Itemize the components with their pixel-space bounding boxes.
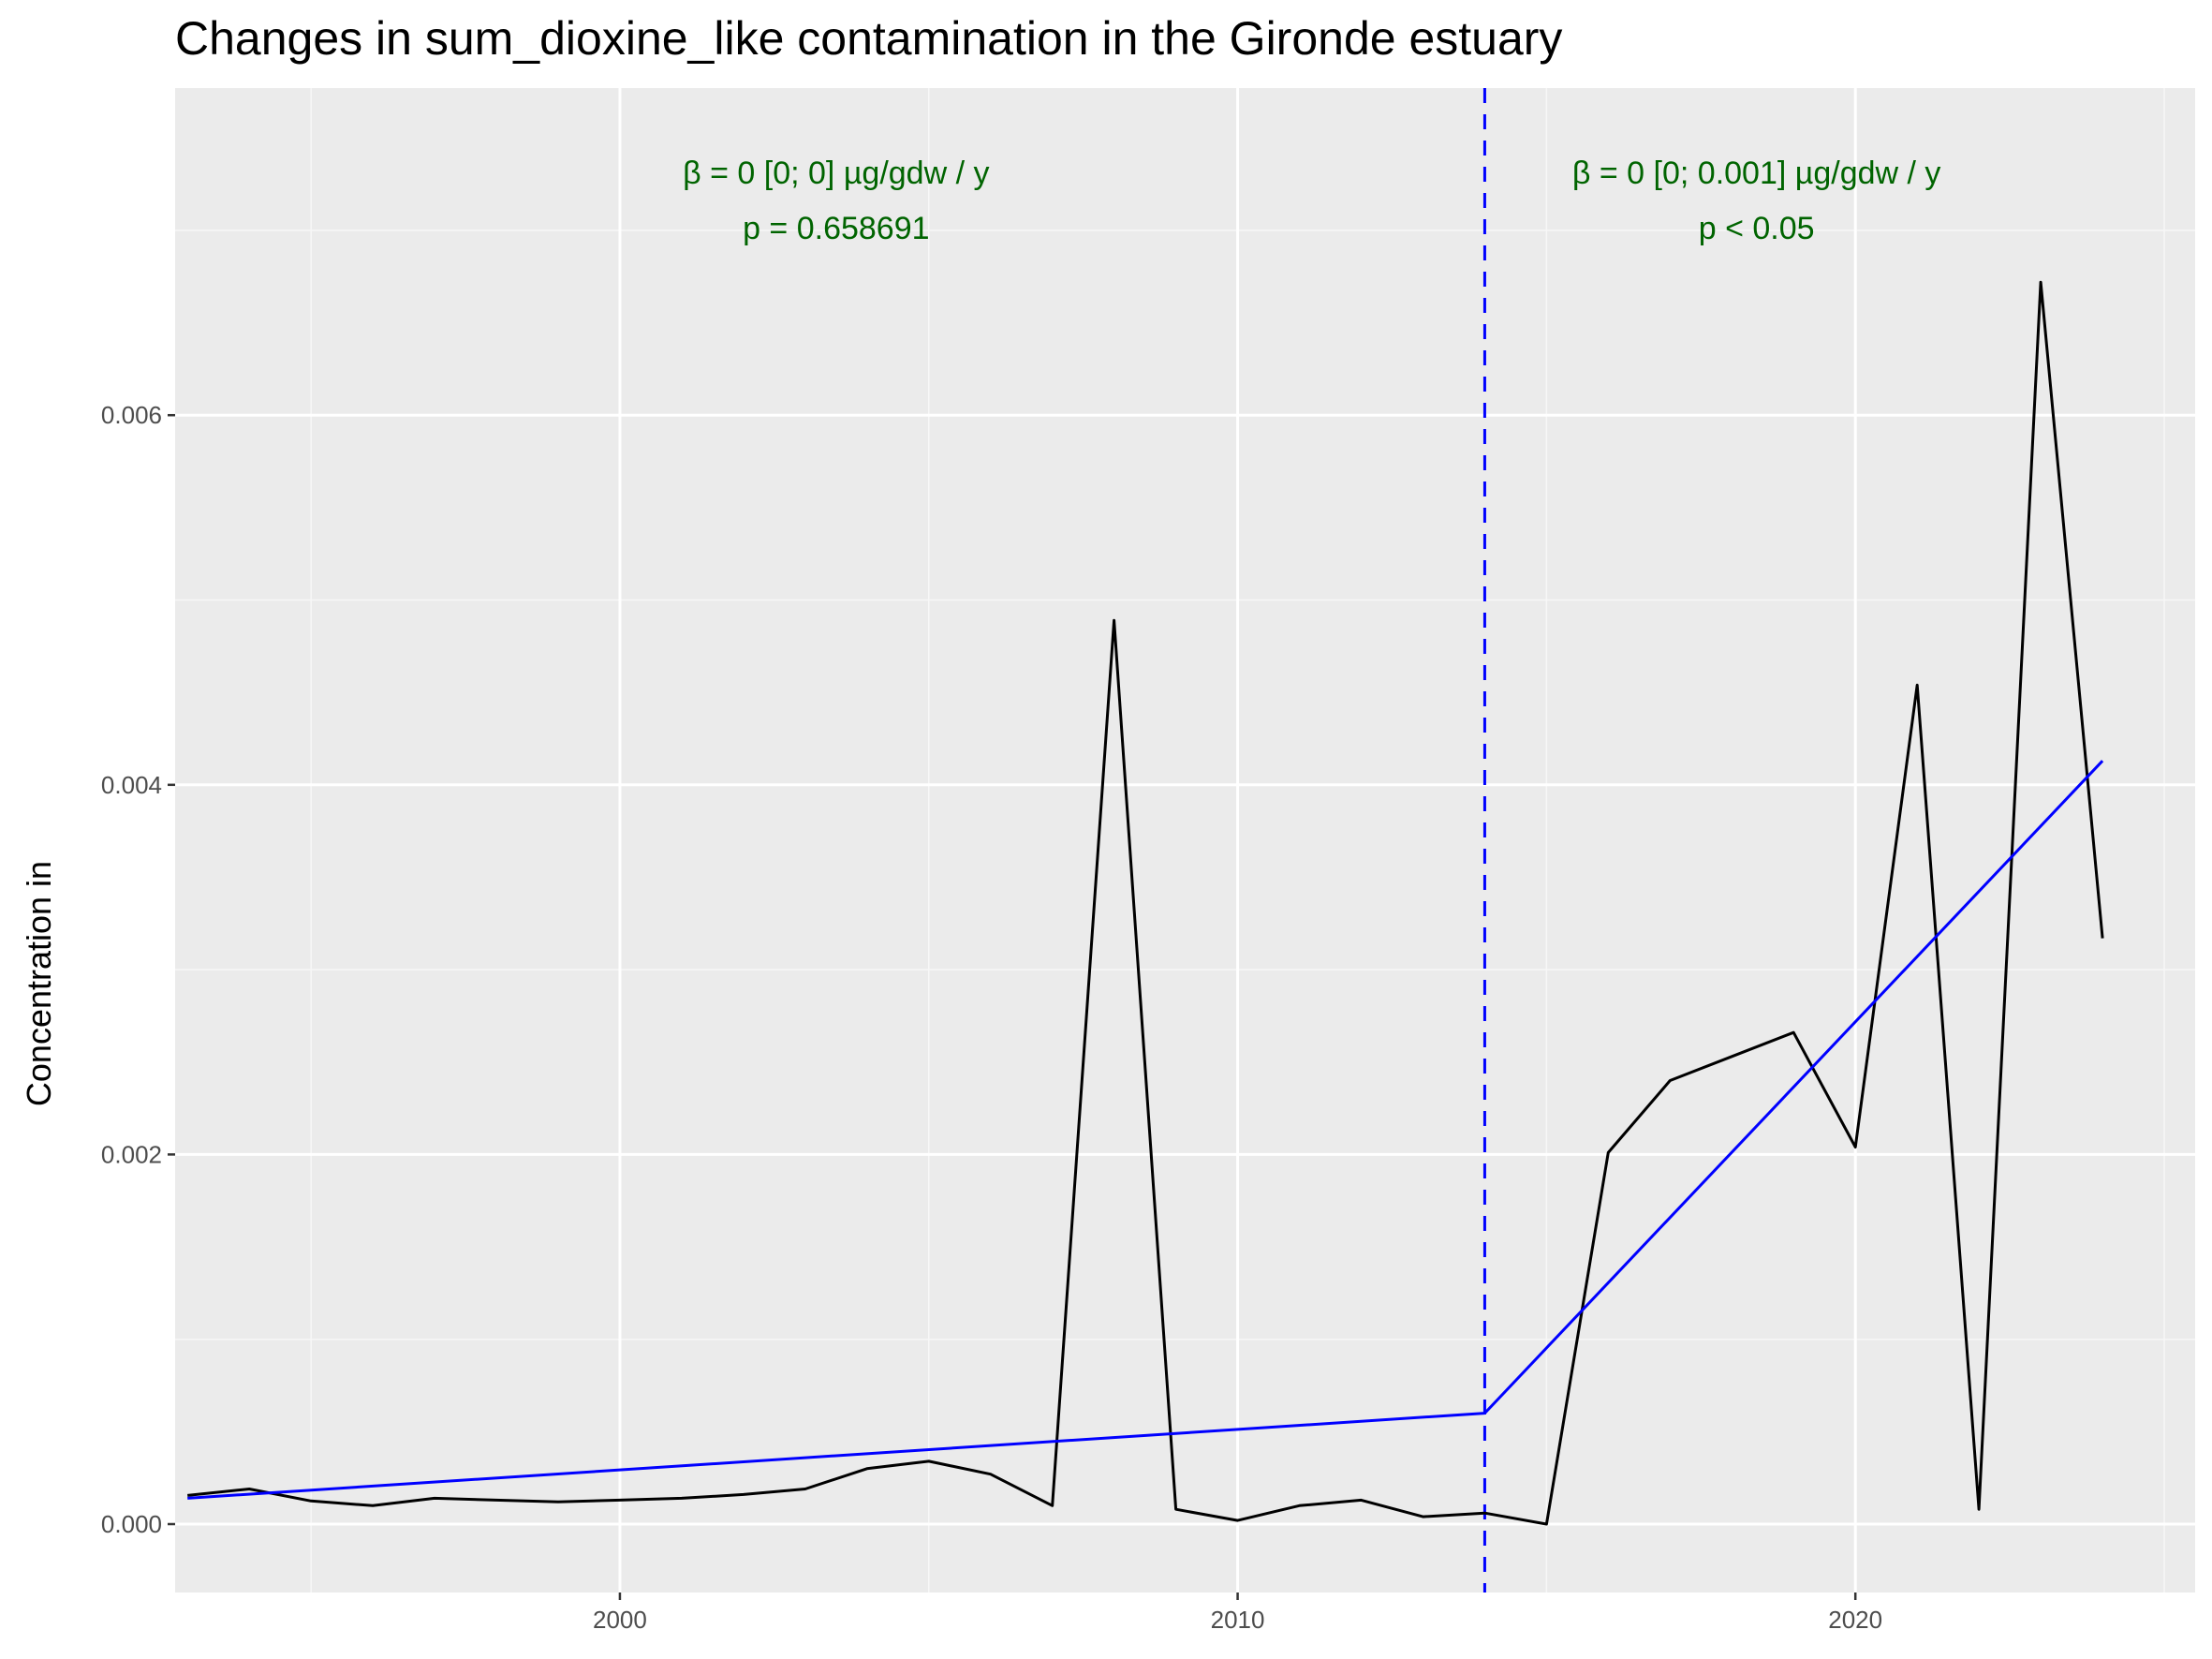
x-tick-label: 2010 — [1211, 1606, 1265, 1634]
trend-line-segment-2 — [1483, 760, 2104, 1415]
annotation-2-line-1: β = 0 [0; 0.001] µg/gdw / y — [1572, 156, 1941, 191]
plot-panel — [175, 88, 2195, 1592]
axis-ticks: 2000 2010 2020 0.000 0.002 0.004 0.006 — [101, 401, 1882, 1634]
y-tick-label: 0.004 — [101, 771, 162, 799]
x-tick-label: 2020 — [1828, 1606, 1882, 1634]
major-gridlines — [175, 88, 2195, 1592]
concentration-series-line — [187, 280, 2104, 1526]
annotation-2-line-2: p < 0.05 — [1699, 211, 1815, 246]
minor-gridlines — [175, 88, 2195, 1592]
x-tick-label: 2000 — [593, 1606, 647, 1634]
chart-title: Changes in sum_dioxine_like contaminatio… — [175, 12, 1563, 65]
y-tick-label: 0.000 — [101, 1510, 162, 1538]
y-tick-label: 0.006 — [101, 401, 162, 429]
annotations: β = 0 [0; 0] µg/gdw / y p = 0.658691 β = 0… — [683, 156, 1940, 246]
annotation-1-line-2: p = 0.658691 — [743, 211, 929, 246]
series-layer — [187, 88, 2104, 1592]
trend-line-segment-1 — [187, 1412, 1485, 1500]
annotation-1-line-1: β = 0 [0; 0] µg/gdw / y — [683, 156, 989, 191]
y-tick-label: 0.002 — [101, 1140, 162, 1168]
